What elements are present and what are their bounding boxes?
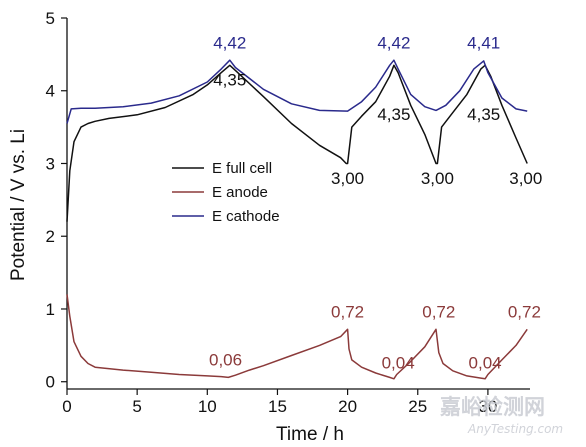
value-annotation: 3,00 [331,169,364,188]
value-annotation: 4,35 [377,105,410,124]
value-annotation: 3,00 [421,169,454,188]
value-annotation: 4,42 [213,34,246,53]
legend: E full cell E anode E cathode [172,160,280,225]
x-tick-label: 15 [268,397,287,416]
x-ticks: 0 5 10 15 20 25 30 [62,389,497,416]
x-tick-label: 5 [132,397,141,416]
watermark-sub: AnyTesting.com [467,422,563,436]
y-tick-label: 3 [46,154,55,173]
y-tick-label: 0 [46,373,55,392]
x-tick-label: 25 [408,397,427,416]
y-tick-label: 2 [46,227,55,246]
value-annotation: 0,04 [469,354,502,373]
value-annotation: 3,00 [509,169,542,188]
value-annotation: 0,72 [422,303,455,322]
y-tick-label: 4 [46,82,55,101]
value-annotation: 4,35 [213,71,246,90]
series-line-anode [66,294,528,380]
watermark-main: 嘉峪检测网 [440,395,545,419]
value-annotation: 0,72 [331,303,364,322]
series-line-cathode [66,59,528,124]
value-annotation: 4,42 [377,34,410,53]
series-lines [66,59,528,380]
y-tick-label: 1 [46,300,55,319]
watermark: 嘉峪检测网 AnyTesting.com [440,395,563,436]
y-axis-label: Potential / V vs. Li [8,129,29,281]
legend-label-anode: E anode [212,184,268,201]
plot-frame [66,18,530,390]
value-annotation: 0,04 [382,354,415,373]
x-tick-label: 10 [198,397,217,416]
annotations: 4,42 4,35 3,00 4,42 4,35 3,00 4,41 4,35 3,00 0,06… [209,34,542,373]
value-annotation: 0,72 [508,303,541,322]
series-line-full-cell [66,64,528,222]
x-tick-label: 0 [62,397,71,416]
value-annotation: 0,06 [209,351,242,370]
x-tick-label: 30 [478,397,497,416]
y-tick-label: 5 [46,9,55,28]
y-ticks: 0 1 2 3 4 5 [46,9,67,392]
value-annotation: 4,41 [467,34,500,53]
legend-label-cathode: E cathode [212,208,280,225]
x-tick-label: 20 [338,397,357,416]
legend-label-full-cell: E full cell [212,160,272,177]
x-axis-label: Time / h [276,424,344,445]
value-annotation: 4,35 [467,105,500,124]
